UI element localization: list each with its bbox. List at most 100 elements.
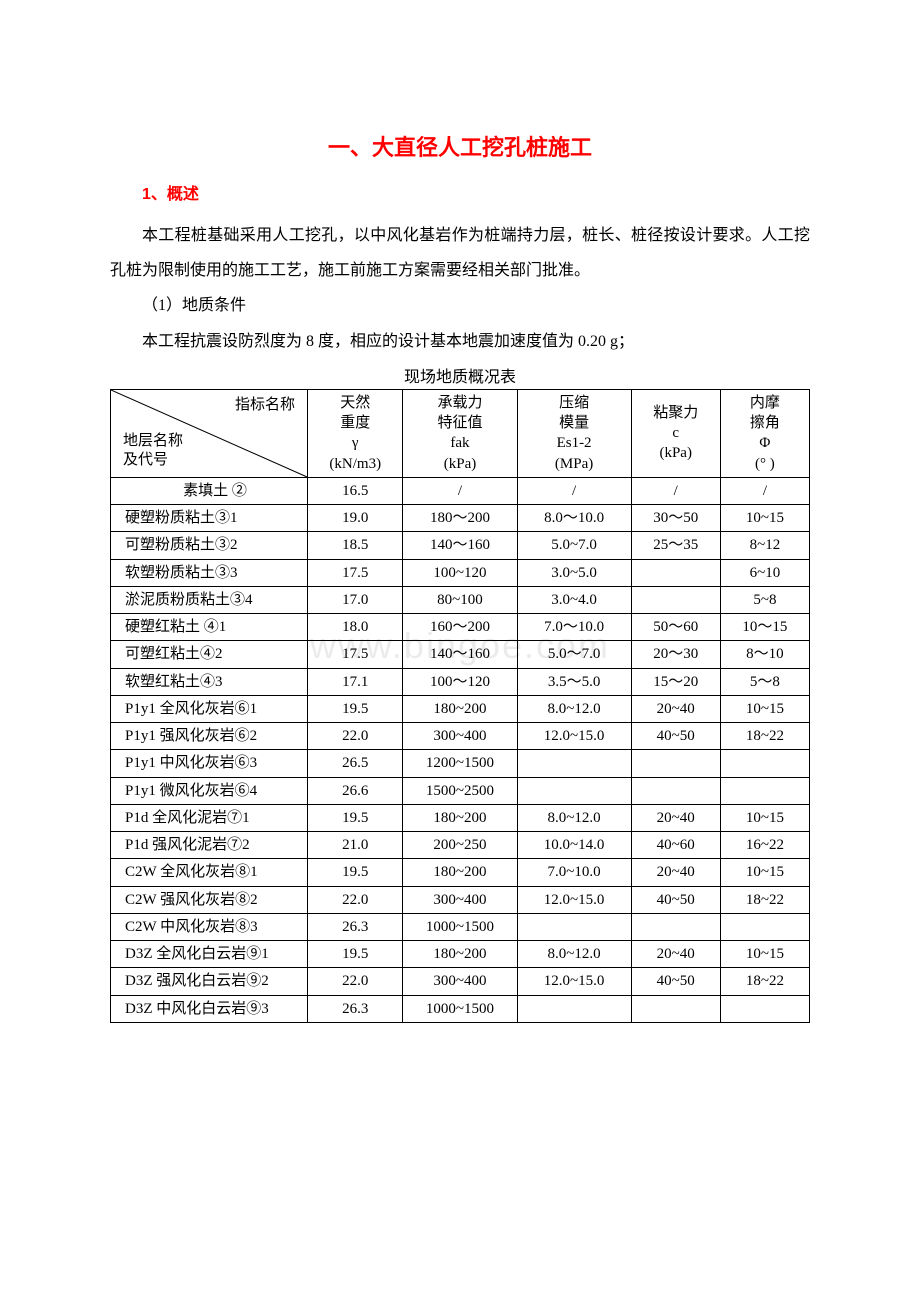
table-cell: 素填土 ②: [111, 477, 308, 504]
table-cell: C2W 中风化灰岩⑧3: [111, 913, 308, 940]
table-cell: P1d 强风化泥岩⑦2: [111, 832, 308, 859]
table-cell: 300~400: [403, 968, 517, 995]
table-cell: 16~22: [720, 832, 809, 859]
table-cell: 7.0~10.0: [517, 859, 631, 886]
table-cell: 19.5: [308, 804, 403, 831]
table-row: 软塑红粘土④317.1100～1203.5～5.015～205～8: [111, 668, 810, 695]
table-row: P1y1 微风化灰岩⑥426.61500~2500: [111, 777, 810, 804]
table-row: 淤泥质粉质粘土③417.080~1003.0~4.05~8: [111, 586, 810, 613]
table-cell: 25～35: [631, 532, 720, 559]
table-cell: [517, 995, 631, 1022]
table-row: 可塑红粘土④217.5140～1605.0～7.020～308～10: [111, 641, 810, 668]
table-cell: [517, 750, 631, 777]
table-cell: 3.5～5.0: [517, 668, 631, 695]
table-cell: 180～200: [403, 505, 517, 532]
table-cell: 20~40: [631, 695, 720, 722]
table-cell: 40~60: [631, 832, 720, 859]
table-cell: 硬塑粉质粘土③1: [111, 505, 308, 532]
table-cell: 15～20: [631, 668, 720, 695]
table-cell: 50～60: [631, 614, 720, 641]
col-header: 内摩擦角Φ(° ): [720, 389, 809, 477]
table-cell: 160～200: [403, 614, 517, 641]
table-cell: 10~15: [720, 505, 809, 532]
table-cell: 26.6: [308, 777, 403, 804]
table-cell: 10~15: [720, 695, 809, 722]
table-row: 硬塑红粘土 ④118.0160～2007.0～10.050～6010～15: [111, 614, 810, 641]
table-cell: [517, 777, 631, 804]
table-cell: 26.5: [308, 750, 403, 777]
paragraph-seismic: 本工程抗震设防烈度为 8 度，相应的设计基本地震加速度值为 0.20 g；: [110, 324, 810, 359]
table-cell: 1000~1500: [403, 995, 517, 1022]
table-cell: 180~200: [403, 695, 517, 722]
table-cell: 180~200: [403, 804, 517, 831]
col-header: 承载力特征值fak(kPa): [403, 389, 517, 477]
table-cell: 20~40: [631, 804, 720, 831]
table-cell: 18~22: [720, 968, 809, 995]
table-cell: P1y1 微风化灰岩⑥4: [111, 777, 308, 804]
table-cell: 10~15: [720, 941, 809, 968]
table-cell: 20～30: [631, 641, 720, 668]
table-cell: 16.5: [308, 477, 403, 504]
table-cell: 19.5: [308, 941, 403, 968]
table-cell: P1y1 全风化灰岩⑥1: [111, 695, 308, 722]
table-cell: /: [403, 477, 517, 504]
table-cell: 180~200: [403, 859, 517, 886]
table-cell: 1200~1500: [403, 750, 517, 777]
col-header: 天然重度γ(kN/m3): [308, 389, 403, 477]
table-cell: 20~40: [631, 859, 720, 886]
table-cell: D3Z 中风化白云岩⑨3: [111, 995, 308, 1022]
table-cell: 1500~2500: [403, 777, 517, 804]
table-cell: P1d 全风化泥岩⑦1: [111, 804, 308, 831]
table-cell: 3.0~4.0: [517, 586, 631, 613]
table-cell: 22.0: [308, 723, 403, 750]
table-cell: [720, 913, 809, 940]
table-cell: 可塑粉质粘土③2: [111, 532, 308, 559]
table-cell: [631, 777, 720, 804]
section-subtitle: 1、概述: [110, 180, 810, 204]
table-cell: /: [631, 477, 720, 504]
table-cell: 21.0: [308, 832, 403, 859]
table-cell: D3Z 全风化白云岩⑨1: [111, 941, 308, 968]
table-cell: [631, 913, 720, 940]
table-row: D3Z 中风化白云岩⑨326.31000~1500: [111, 995, 810, 1022]
table-row: D3Z 强风化白云岩⑨222.0300~40012.0~15.040~5018~…: [111, 968, 810, 995]
table-row: P1y1 强风化灰岩⑥222.0300~40012.0~15.040~5018~…: [111, 723, 810, 750]
section-geology-label: （1）地质条件: [110, 288, 810, 323]
table-cell: [631, 586, 720, 613]
table-cell: 19.5: [308, 859, 403, 886]
table-cell: [720, 777, 809, 804]
table-cell: 12.0~15.0: [517, 723, 631, 750]
table-row: C2W 全风化灰岩⑧119.5180~2007.0~10.020~4010~15: [111, 859, 810, 886]
table-cell: 300~400: [403, 886, 517, 913]
table-cell: C2W 强风化灰岩⑧2: [111, 886, 308, 913]
table-cell: 180~200: [403, 941, 517, 968]
table-cell: 100~120: [403, 559, 517, 586]
diag-header-bottom: 地层名称 及代号: [123, 432, 183, 471]
table-cell: 12.0~15.0: [517, 886, 631, 913]
table-cell: 8.0~12.0: [517, 941, 631, 968]
table-cell: 7.0～10.0: [517, 614, 631, 641]
table-cell: 20~40: [631, 941, 720, 968]
document-page: 一、大直径人工挖孔桩施工 1、概述 本工程桩基础采用人工挖孔，以中风化基岩作为桩…: [0, 0, 920, 1302]
table-row: P1y1 全风化灰岩⑥119.5180~2008.0~12.020~4010~1…: [111, 695, 810, 722]
table-cell: P1y1 中风化灰岩⑥3: [111, 750, 308, 777]
table-cell: 40~50: [631, 723, 720, 750]
table-cell: 3.0~5.0: [517, 559, 631, 586]
table-row: 可塑粉质粘土③218.5140～1605.0~7.025～358~12: [111, 532, 810, 559]
table-cell: 12.0~15.0: [517, 968, 631, 995]
table-cell: [517, 913, 631, 940]
table-cell: 26.3: [308, 995, 403, 1022]
table-cell: [631, 559, 720, 586]
table-row: P1y1 中风化灰岩⑥326.51200~1500: [111, 750, 810, 777]
table-cell: 1000~1500: [403, 913, 517, 940]
table-body: 素填土 ②16.5////硬塑粉质粘土③119.0180～2008.0～10.0…: [111, 477, 810, 1022]
table-cell: 30～50: [631, 505, 720, 532]
table-row: P1d 强风化泥岩⑦221.0200~25010.0~14.040~6016~2…: [111, 832, 810, 859]
table-cell: [631, 995, 720, 1022]
table-cell: 5.0~7.0: [517, 532, 631, 559]
table-cell: 300~400: [403, 723, 517, 750]
table-cell: 18~22: [720, 886, 809, 913]
table-cell: 40~50: [631, 886, 720, 913]
table-cell: 软塑粉质粘土③3: [111, 559, 308, 586]
table-cell: P1y1 强风化灰岩⑥2: [111, 723, 308, 750]
